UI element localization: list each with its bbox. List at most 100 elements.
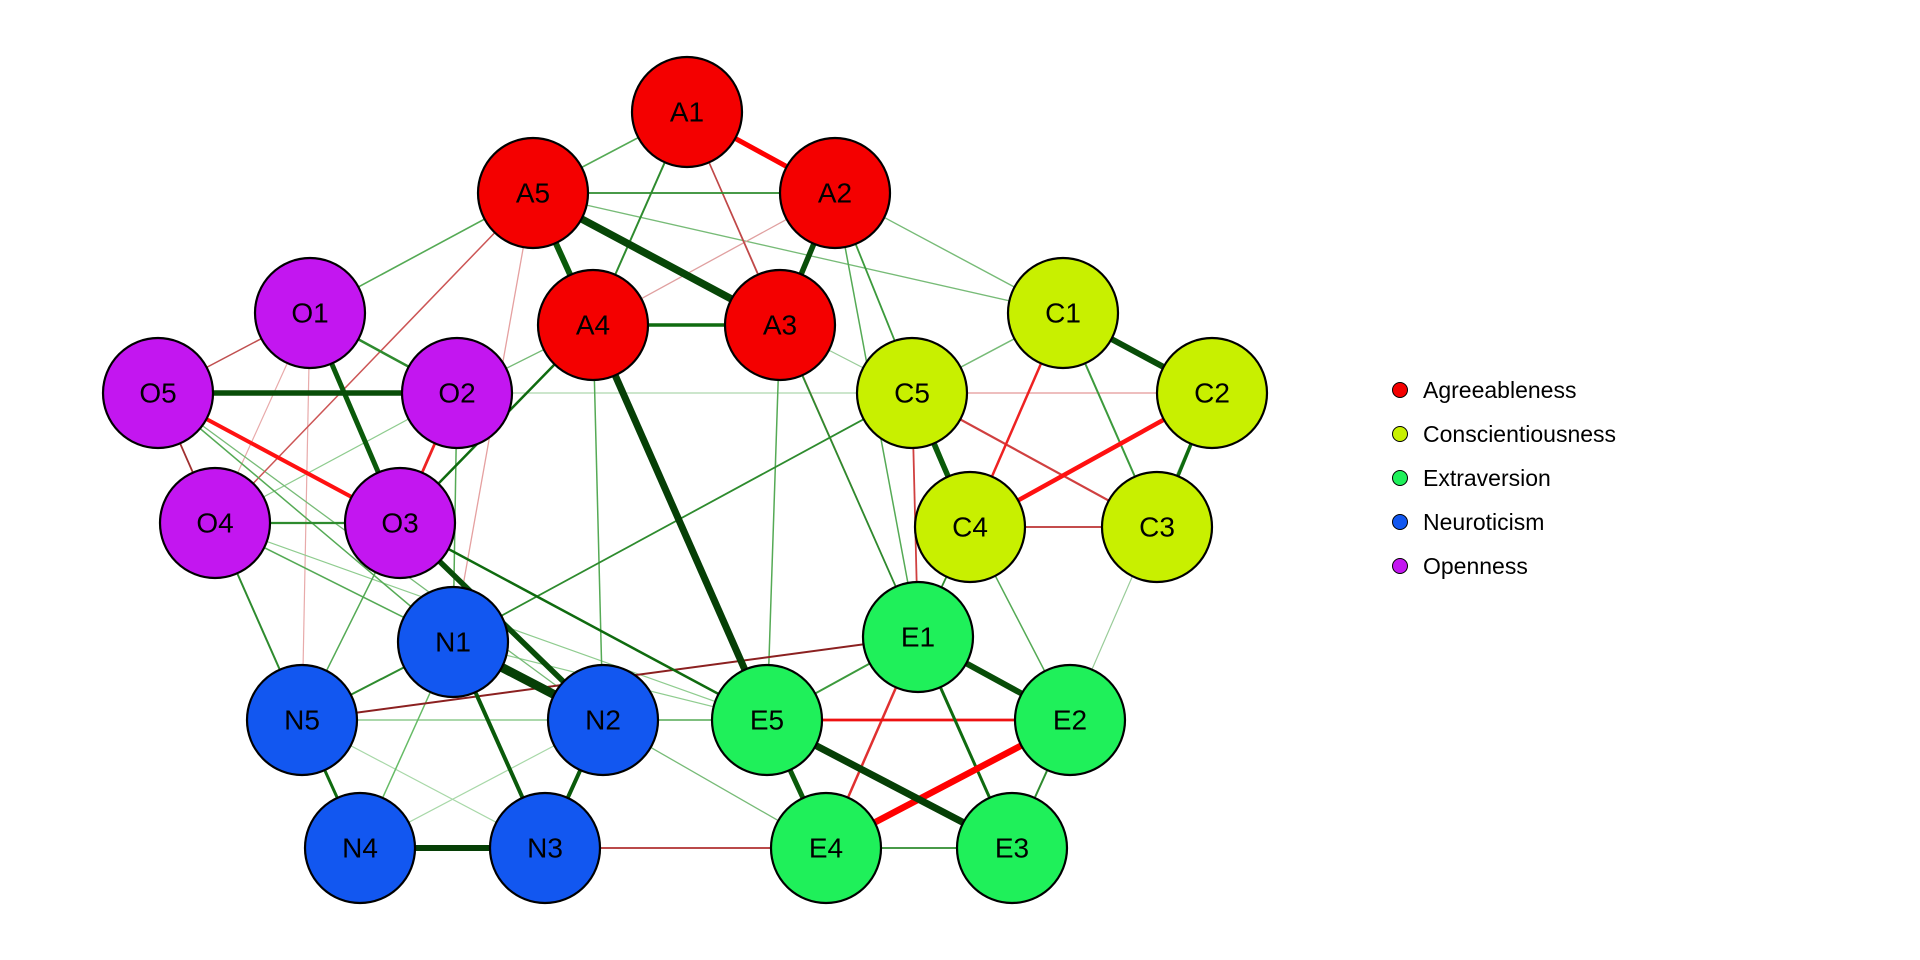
node-N4: N4: [303, 791, 417, 905]
node-label-E3: E3: [995, 833, 1029, 864]
edge-A3-E1: [779, 324, 919, 638]
edge-O1-N5: [301, 312, 311, 721]
node-circle-O5: [101, 336, 215, 450]
legend-label: Conscientiousness: [1423, 420, 1617, 447]
node-label-C1: C1: [1045, 298, 1081, 329]
node-C3: C3: [1100, 470, 1214, 584]
edge-A4-E5: [589, 323, 771, 722]
node-E5: E5: [710, 663, 824, 777]
node-label-E1: E1: [901, 622, 935, 653]
node-A2: A2: [778, 136, 892, 250]
nodes-layer: A1 A5 A2 A4 A3 C1 C5 C2 C4 C3 O1 O5 O2 O4 O3 N1 N5 N2 N4 N3…: [101, 55, 1269, 905]
node-label-C3: C3: [1139, 512, 1175, 543]
node-N1: N1: [396, 585, 510, 699]
legend-item-agreeableness: Agreeableness: [1392, 368, 1616, 412]
node-circle-E1: [861, 580, 975, 694]
legend-dot-openness: [1392, 558, 1408, 574]
node-circle-C4: [913, 470, 1027, 584]
legend-item-neuroticism: Neuroticism: [1392, 500, 1616, 544]
node-circle-E2: [1013, 663, 1127, 777]
node-label-O3: O3: [381, 508, 418, 539]
legend-label: Neuroticism: [1423, 508, 1545, 535]
legend-dot-neuroticism: [1392, 514, 1408, 530]
node-label-C5: C5: [894, 378, 930, 409]
node-circle-E5: [710, 663, 824, 777]
node-circle-N3: [488, 791, 602, 905]
node-label-O2: O2: [438, 378, 475, 409]
node-label-N1: N1: [435, 627, 471, 658]
node-A1: A1: [630, 55, 744, 169]
node-circle-N5: [245, 663, 359, 777]
legend-item-conscientiousness: Conscientiousness: [1392, 412, 1616, 456]
node-E4: E4: [769, 791, 883, 905]
node-circle-A1: [630, 55, 744, 169]
node-label-C4: C4: [952, 512, 988, 543]
legend-label: Extraversion: [1423, 464, 1551, 491]
node-circle-N1: [396, 585, 510, 699]
node-E1: E1: [861, 580, 975, 694]
node-O1: O1: [253, 256, 367, 370]
node-circle-A5: [476, 136, 590, 250]
node-circle-O2: [400, 336, 514, 450]
legend-item-openness: Openness: [1392, 544, 1616, 588]
legend-label: Agreeableness: [1423, 376, 1577, 403]
node-N2: N2: [546, 663, 660, 777]
node-circle-E3: [955, 791, 1069, 905]
node-O2: O2: [400, 336, 514, 450]
node-label-A2: A2: [818, 178, 852, 209]
node-label-O1: O1: [291, 298, 328, 329]
node-label-A4: A4: [576, 310, 610, 341]
node-circle-O3: [343, 466, 457, 580]
node-label-O5: O5: [139, 378, 176, 409]
node-circle-A3: [723, 268, 837, 382]
node-circle-E4: [769, 791, 883, 905]
node-circle-A4: [536, 268, 650, 382]
node-circle-A2: [778, 136, 892, 250]
edge-A5-O4: [214, 192, 534, 524]
node-circle-O4: [158, 466, 272, 580]
node-label-E5: E5: [750, 705, 784, 736]
node-label-O4: O4: [196, 508, 233, 539]
node-label-N3: N3: [527, 833, 563, 864]
legend: Agreeableness Conscientiousness Extraversi…: [1392, 368, 1616, 588]
node-C1: C1: [1006, 256, 1120, 370]
node-label-N5: N5: [284, 705, 320, 736]
node-O5: O5: [101, 336, 215, 450]
node-circle-O1: [253, 256, 367, 370]
node-label-N2: N2: [585, 705, 621, 736]
node-label-E4: E4: [809, 833, 843, 864]
node-A5: A5: [476, 136, 590, 250]
node-circle-N4: [303, 791, 417, 905]
legend-label: Openness: [1423, 552, 1528, 579]
node-label-N4: N4: [342, 833, 378, 864]
node-N3: N3: [488, 791, 602, 905]
node-A3: A3: [723, 268, 837, 382]
node-circle-C1: [1006, 256, 1120, 370]
node-label-A3: A3: [763, 310, 797, 341]
node-label-A1: A1: [670, 97, 704, 128]
node-label-A5: A5: [516, 178, 550, 209]
node-E2: E2: [1013, 663, 1127, 777]
node-label-E2: E2: [1053, 705, 1087, 736]
node-O3: O3: [343, 466, 457, 580]
node-C5: C5: [855, 336, 969, 450]
legend-item-extraversion: Extraversion: [1392, 456, 1616, 500]
node-E3: E3: [955, 791, 1069, 905]
node-circle-C3: [1100, 470, 1214, 584]
edge-A5-C1: [532, 192, 1064, 314]
node-N5: N5: [245, 663, 359, 777]
legend-dot-conscientiousness: [1392, 426, 1408, 442]
legend-dot-extraversion: [1392, 470, 1408, 486]
node-circle-C2: [1155, 336, 1269, 450]
node-circle-N2: [546, 663, 660, 777]
legend-dot-agreeableness: [1392, 382, 1408, 398]
node-C4: C4: [913, 470, 1027, 584]
node-C2: C2: [1155, 336, 1269, 450]
node-circle-C5: [855, 336, 969, 450]
edge-A3-E5: [766, 324, 781, 721]
node-A4: A4: [536, 268, 650, 382]
edge-A4-N2: [592, 324, 604, 721]
node-O4: O4: [158, 466, 272, 580]
